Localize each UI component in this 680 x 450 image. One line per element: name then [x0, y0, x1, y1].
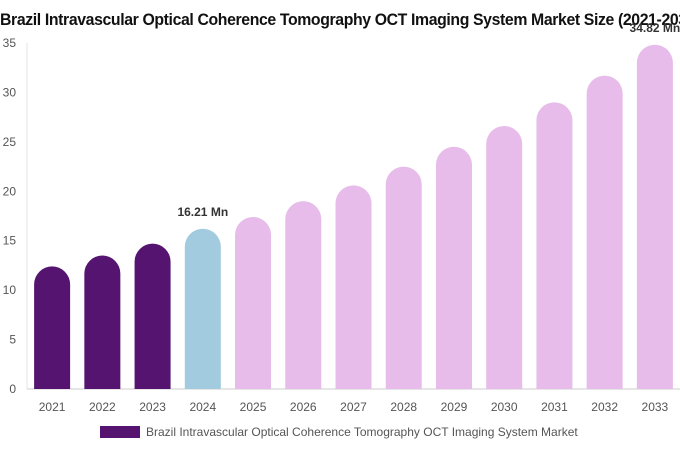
y-tick-label: 30: [3, 85, 17, 99]
y-tick-label: 10: [3, 283, 17, 297]
y-tick-label: 20: [3, 184, 17, 198]
bar-2033: [636, 44, 673, 390]
bar-2026: [285, 201, 322, 389]
x-tick-label: 2024: [189, 400, 216, 414]
x-tick-label: 2030: [491, 400, 518, 414]
bar-2025: [235, 217, 272, 389]
legend[interactable]: Brazil Intravascular Optical Coherence T…: [100, 425, 578, 439]
data-label: 34.82 Mn: [630, 21, 680, 35]
x-tick-label: 2025: [240, 400, 267, 414]
legend-label: Brazil Intravascular Optical Coherence T…: [146, 425, 578, 439]
bars: [34, 44, 673, 390]
x-tick-label: 2026: [290, 400, 317, 414]
x-tick-label: 2022: [89, 400, 116, 414]
bar-2024: [184, 228, 221, 389]
bar-2022: [84, 255, 121, 389]
data-label: 16.21 Mn: [177, 205, 228, 219]
y-tick-label: 25: [3, 135, 17, 149]
x-tick-label: 2031: [541, 400, 568, 414]
bar-2027: [335, 185, 372, 389]
y-tick-label: 35: [3, 36, 17, 50]
bar-2021: [34, 266, 71, 389]
bar-2031: [536, 102, 573, 390]
y-tick-label: 15: [3, 234, 17, 248]
y-tick-label: 0: [9, 382, 16, 396]
legend-swatch: [100, 426, 140, 438]
x-tick-label: 2021: [39, 400, 66, 414]
bar-2023: [134, 243, 171, 389]
bar-2029: [435, 146, 472, 389]
bar-2030: [486, 126, 523, 390]
x-tick-label: 2029: [441, 400, 468, 414]
x-tick-label: 2023: [139, 400, 166, 414]
x-tick-label: 2032: [591, 400, 618, 414]
bar-2032: [586, 75, 623, 389]
y-tick-label: 5: [9, 333, 16, 347]
chart-title: Brazil Intravascular Optical Coherence T…: [0, 10, 680, 29]
x-tick-label: 2027: [340, 400, 367, 414]
x-tick-label: 2028: [390, 400, 417, 414]
data-labels: 16.21 Mn 34.82 Mn: [177, 21, 680, 219]
bar-2028: [385, 166, 422, 389]
x-tick-label: 2033: [642, 400, 669, 414]
